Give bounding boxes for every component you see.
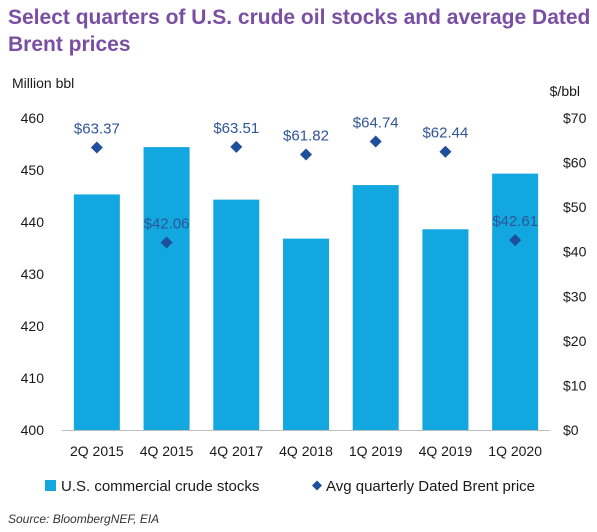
price-marker-5 xyxy=(439,145,452,158)
price-label-1: $42.06 xyxy=(144,216,190,233)
y-tick-label-5: 450 xyxy=(21,162,45,178)
bar-6 xyxy=(492,173,539,430)
price-label-2: $63.51 xyxy=(213,120,259,137)
y2-axis-ticks: $0 $10 $20 $30 $40 $50 $60 $70 xyxy=(563,110,587,438)
legend-swatch-price xyxy=(312,480,322,491)
x-tick-label-6: 1Q 2020 xyxy=(488,443,542,459)
chart-title: Select quarters of U.S. crude oil stocks… xyxy=(8,6,591,56)
x-axis-ticks: 2Q 2015 4Q 2015 4Q 2017 4Q 2018 1Q 2019 4Q 20… xyxy=(70,443,542,459)
price-label-5: $62.44 xyxy=(422,125,468,142)
price-labels-layer: $63.37 $42.06 $63.51 $61.82 $64.74 $62.44 $42.… xyxy=(74,114,538,232)
y-tick-label-4: 440 xyxy=(21,214,45,230)
y2-tick-label-2: $20 xyxy=(563,333,587,349)
price-label-0: $63.37 xyxy=(74,121,120,138)
bar-0 xyxy=(73,194,120,430)
x-tick-label-1: 4Q 2015 xyxy=(140,443,194,459)
legend: U.S. commercial crude stocks Avg quarter… xyxy=(45,478,535,495)
bar-3 xyxy=(283,238,329,430)
y2-tick-label-1: $10 xyxy=(563,377,587,393)
y-tick-label-1: 410 xyxy=(21,370,45,386)
price-marker-6 xyxy=(509,234,522,247)
bars-layer xyxy=(73,147,539,430)
y-tick-label-3: 430 xyxy=(21,266,45,282)
price-label-3: $61.82 xyxy=(283,127,329,144)
y2-tick-label-5: $50 xyxy=(563,199,587,215)
price-label-6: $42.61 xyxy=(492,213,538,230)
source-note: Source: BloombergNEF, EIA xyxy=(8,512,160,526)
y2-axis-label: $/bbl xyxy=(550,83,580,99)
y-tick-label-6: 460 xyxy=(21,110,45,126)
legend-label-price: Avg quarterly Dated Brent price xyxy=(326,478,535,495)
legend-label-stocks: U.S. commercial crude stocks xyxy=(61,478,259,495)
price-markers-layer xyxy=(90,135,522,249)
y2-tick-label-6: $60 xyxy=(563,155,587,171)
x-tick-label-5: 4Q 2019 xyxy=(419,443,473,459)
x-tick-label-2: 4Q 2017 xyxy=(209,443,263,459)
y-tick-label-0: 400 xyxy=(21,422,45,438)
x-tick-label-4: 1Q 2019 xyxy=(349,443,403,459)
y-tick-label-2: 420 xyxy=(21,318,45,334)
x-tick-label-0: 2Q 2015 xyxy=(70,443,124,459)
price-marker-1 xyxy=(160,236,173,249)
price-label-4: $64.74 xyxy=(353,114,399,131)
bar-1 xyxy=(143,147,190,430)
price-marker-0 xyxy=(90,141,103,154)
price-marker-4 xyxy=(369,135,382,148)
price-marker-2 xyxy=(230,140,243,153)
y2-tick-label-4: $40 xyxy=(563,244,587,260)
price-marker-3 xyxy=(300,148,312,161)
bar-5 xyxy=(422,229,469,430)
y-axis-ticks: 400 410 420 430 440 450 460 xyxy=(21,110,45,438)
y-axis-label: Million bbl xyxy=(12,75,74,91)
legend-swatch-stocks xyxy=(45,480,56,491)
x-tick-label-3: 4Q 2018 xyxy=(279,443,333,459)
y2-tick-label-7: $70 xyxy=(563,110,587,126)
bar-4 xyxy=(352,185,399,430)
y2-tick-label-0: $0 xyxy=(563,422,579,438)
bar-2 xyxy=(213,199,260,430)
y2-tick-label-3: $30 xyxy=(563,288,587,304)
